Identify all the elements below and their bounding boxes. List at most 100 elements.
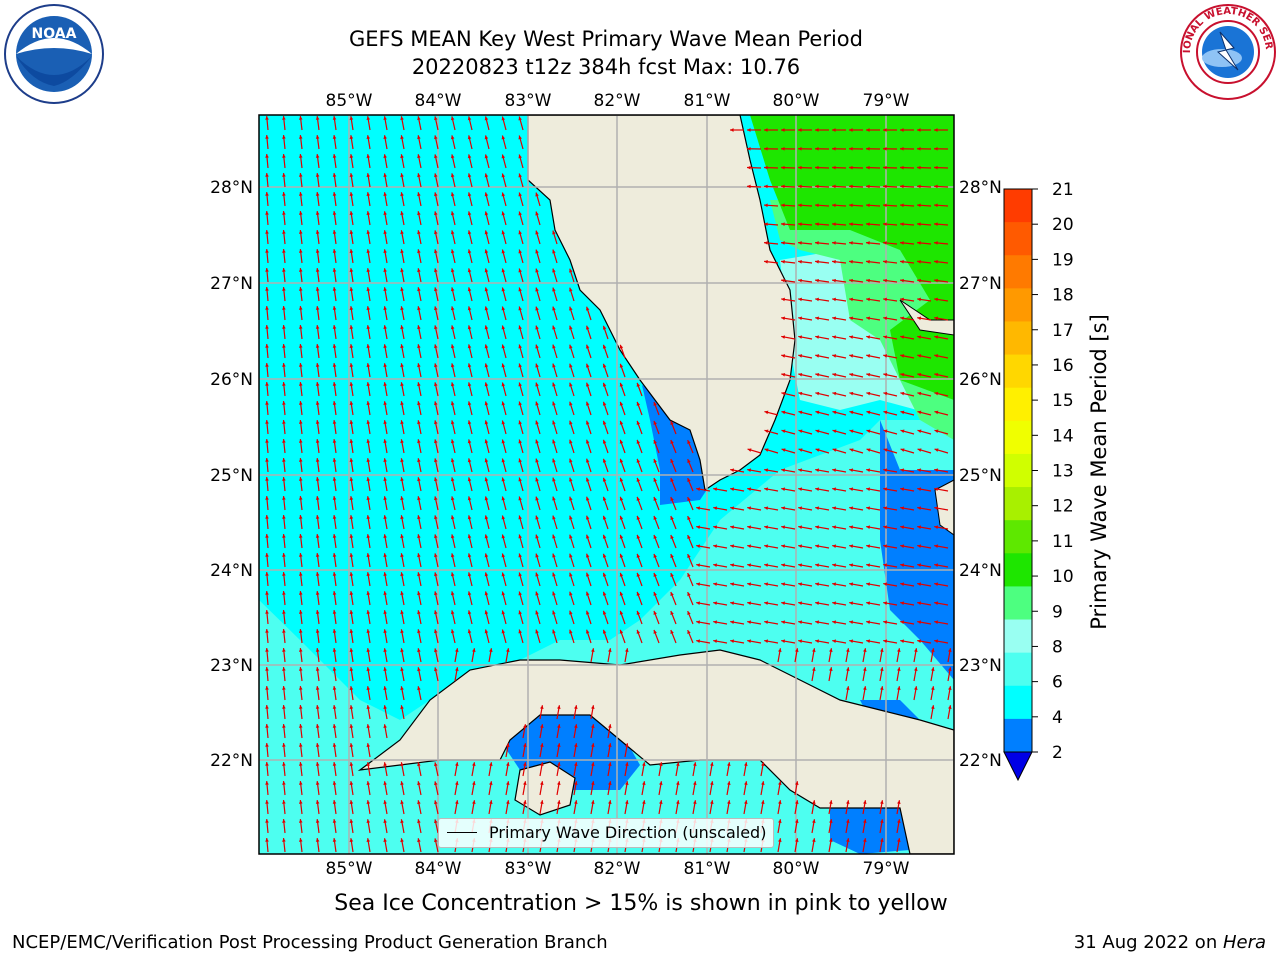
wave-arrow-head (832, 639, 837, 643)
wave-arrow-head (535, 344, 539, 349)
wave-arrow-head (781, 372, 786, 377)
wave-arrow-head (798, 448, 803, 452)
wave-arrow-head (653, 610, 657, 615)
wave-arrow-head (467, 477, 472, 482)
lat-tick-right: 24°N (959, 561, 1002, 581)
wave-arrow-head (798, 222, 802, 226)
wave-arrow-head (501, 230, 506, 235)
wave-arrow-head (897, 686, 901, 691)
wave-arrow-head (781, 147, 785, 151)
wave-arrow-head (298, 838, 303, 842)
wave-arrow-head (687, 592, 691, 597)
wave-arrow-head (400, 154, 404, 159)
wave-arrow-head (366, 496, 371, 501)
wave-arrow-head (282, 363, 286, 367)
wave-arrow-head (917, 506, 922, 510)
wave-arrow-head (332, 686, 337, 690)
wave-arrow-head (747, 468, 752, 472)
wave-arrow-head (332, 268, 337, 272)
colorbar-tick-label: 2 (1052, 743, 1063, 763)
wave-arrow-head (455, 800, 459, 805)
nws-logo: NATIONAL WEATHER SERVICE (1178, 2, 1276, 100)
wave-arrow-head (866, 278, 870, 283)
wave-arrow-head (467, 496, 472, 501)
wave-arrow-head (400, 800, 404, 805)
wave-arrow-head (523, 781, 527, 786)
wave-arrow-head (815, 316, 820, 321)
wave-arrow-head (467, 154, 472, 159)
wave-arrow-head (730, 563, 735, 567)
wave-arrow-head (400, 667, 404, 672)
wave-arrow-head (484, 306, 489, 311)
wave-arrow-head (366, 420, 371, 425)
wave-arrow-head (484, 230, 489, 235)
wave-arrow-head (332, 401, 337, 405)
wave-arrow-head (535, 325, 539, 330)
wave-arrow-head (900, 372, 905, 377)
wave-arrow-head (383, 477, 387, 482)
wave-arrow-head (518, 154, 522, 159)
wave-arrow-head (349, 515, 354, 519)
wave-arrow-head (798, 582, 803, 586)
wave-arrow-head (366, 477, 371, 482)
wave-arrow-head (282, 515, 286, 519)
wave-arrow-head (298, 819, 303, 823)
wave-arrow-head (798, 410, 803, 415)
wave-arrow-head (815, 184, 819, 189)
wave-arrow-head (501, 173, 506, 178)
period-band-2-4-sw (830, 808, 910, 854)
wave-arrow-head (883, 203, 887, 208)
wave-arrow-head (747, 582, 752, 586)
wave-arrow-head (518, 325, 522, 330)
wave-arrow-head (747, 184, 751, 189)
wave-arrow-head (849, 372, 854, 377)
wave-arrow-head (455, 667, 459, 672)
wave-arrow-head (417, 344, 421, 349)
wave-arrow-head (798, 487, 803, 491)
wave-arrow-head (730, 525, 735, 529)
wave-arrow-head (265, 648, 269, 652)
legend-label: Primary Wave Direction (unscaled) (489, 823, 767, 842)
wave-arrow-head (608, 743, 612, 748)
wave-arrow-head (400, 192, 404, 197)
wave-arrow-head (540, 743, 544, 748)
wave-arrow-head (815, 335, 820, 339)
lon-tick-top: 79°W (863, 91, 910, 111)
wave-arrow-head (450, 173, 455, 178)
wave-arrow-head (934, 259, 938, 264)
wave-arrow-head (900, 241, 904, 245)
isle-of-youth (514, 761, 576, 816)
wave-arrow-head (846, 800, 850, 805)
wave-arrow-head (315, 648, 320, 652)
wave-arrow-head (798, 297, 802, 302)
wave-arrow-head (349, 211, 354, 215)
wave-arrow-head (591, 743, 595, 748)
wave-arrow-head (866, 203, 870, 208)
wave-arrow-head (687, 554, 691, 559)
wave-arrow-head (518, 553, 522, 558)
wave-arrow-head (332, 116, 337, 120)
wave-arrow-head (625, 743, 629, 748)
wave-arrow-head (265, 724, 269, 728)
wave-arrow-head (434, 458, 438, 463)
wave-arrow-head (501, 610, 506, 615)
wave-arrow-head (883, 354, 888, 358)
wave-arrow-head (849, 506, 854, 510)
wave-arrow-head (747, 620, 752, 624)
wave-arrow-head (484, 287, 489, 292)
wave-arrow-head (900, 184, 904, 189)
wave-arrow-head (467, 268, 472, 273)
wave-arrow-head (815, 563, 820, 567)
wave-arrow-head (298, 800, 303, 804)
wave-arrow-head (518, 515, 522, 520)
wave-arrow-head (535, 458, 539, 463)
wave-arrow-head (315, 572, 320, 576)
wave-arrow-head (282, 135, 286, 139)
wave-arrow-head (764, 639, 769, 643)
wave-arrow-head (489, 648, 493, 653)
wave-arrow-head (501, 420, 506, 425)
wave-arrow-head (625, 781, 629, 786)
wave-arrow-head (332, 591, 337, 595)
wave-arrow-head (484, 211, 489, 216)
wave-arrow-head (552, 363, 556, 368)
